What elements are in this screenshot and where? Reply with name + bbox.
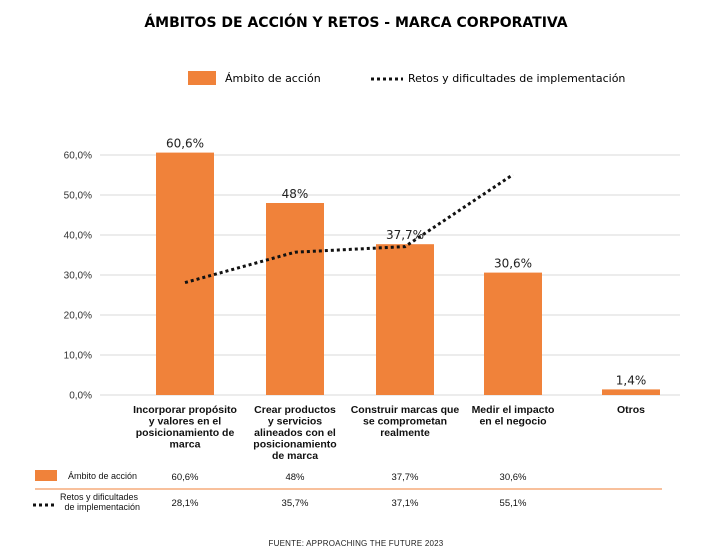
category-label-line: en el negocio xyxy=(479,416,546,428)
data-labels: 60,6% 48% 37,7% 30,6% 1,4% xyxy=(166,137,646,388)
table-cell-bar-value: 48% xyxy=(285,472,305,483)
y-axis-ticks: 0,0% 10,0% 20,0% 30,0% 40,0% 50,0% 60,0% xyxy=(64,151,92,402)
bar xyxy=(376,244,434,395)
category-label-line: de marca xyxy=(272,450,318,462)
category-label-line: posicionamiento de xyxy=(136,427,235,439)
bar xyxy=(266,203,324,395)
bar xyxy=(484,272,542,395)
table-cell-line-value: 28,1% xyxy=(172,498,199,509)
table-cell-bar-value: 30,6% xyxy=(500,472,527,483)
source-note: FUENTE: APPROACHING THE FUTURE 2023 xyxy=(269,539,444,548)
category-label-line: Incorporar propósito xyxy=(133,404,237,416)
category-label-line: marca xyxy=(170,439,201,451)
category-label-line: alineados con el xyxy=(254,427,336,439)
legend-bar-label: Ámbito de acción xyxy=(225,72,321,85)
y-tick-label: 10,0% xyxy=(64,351,92,362)
table-row-label-line-part2: de implementación xyxy=(64,502,140,512)
y-tick-label: 30,0% xyxy=(64,271,92,282)
table-row-label-bars: Ámbito de acción xyxy=(68,471,137,481)
legend-bar-swatch xyxy=(188,71,216,85)
line-series xyxy=(184,173,514,285)
line-series-path xyxy=(184,173,514,285)
category-label-line: Crear productos xyxy=(254,404,336,416)
table-row-label-line: Retos y dificultades xyxy=(60,492,139,502)
bar xyxy=(602,389,660,395)
category-label-line: Construir marcas que xyxy=(351,404,460,416)
category-labels: Incorporar propósito y valores en el posic… xyxy=(133,404,645,462)
category-label: Crear productos y servicios alineados con … xyxy=(253,404,336,462)
category-label-line: posicionamiento xyxy=(253,439,336,451)
chart-title: ÁMBITOS DE ACCIÓN Y RETOS - MARCA CORPOR… xyxy=(144,13,567,31)
table-cell-line-value: 55,1% xyxy=(500,498,527,509)
category-label-line: y valores en el xyxy=(149,416,221,428)
category-label: Medir el impacto en el negocio xyxy=(472,404,555,428)
table-cell-bar-value: 37,7% xyxy=(392,472,419,483)
category-label-line: Medir el impacto xyxy=(472,404,555,416)
table-row-label-line-2: de implementación xyxy=(64,502,140,512)
bar-data-label: 30,6% xyxy=(494,257,532,271)
category-label: Otros xyxy=(617,404,645,416)
bars xyxy=(156,152,660,395)
table-cell-bar-value: 60,6% xyxy=(172,472,199,483)
table-row-label-line-part1: Retos y dificultades xyxy=(60,492,139,502)
category-label-line: se comprometan xyxy=(363,416,447,428)
category-label-line: realmente xyxy=(380,427,430,439)
table-cell-line-value: 35,7% xyxy=(282,498,309,509)
bar-data-label: 37,7% xyxy=(386,228,424,242)
bar-data-label: 60,6% xyxy=(166,137,204,151)
bar-data-label: 48% xyxy=(282,187,309,201)
y-tick-label: 40,0% xyxy=(64,231,92,242)
y-tick-label: 60,0% xyxy=(64,151,92,162)
y-tick-label: 20,0% xyxy=(64,311,92,322)
y-tick-label: 50,0% xyxy=(64,191,92,202)
y-tick-label: 0,0% xyxy=(69,391,92,402)
bar-data-label: 1,4% xyxy=(616,373,647,387)
legend-line-label: Retos y dificultades de implementación xyxy=(408,72,625,85)
bar xyxy=(156,152,214,395)
category-label: Construir marcas que se comprometan realme… xyxy=(351,404,460,439)
category-label-line: Otros xyxy=(617,404,645,416)
category-label-line: y servicios xyxy=(268,416,322,428)
table-bar-swatch xyxy=(35,470,57,481)
category-label: Incorporar propósito y valores en el posic… xyxy=(133,404,237,451)
data-table-values: 60,6% 48% 37,7% 30,6% 28,1% 35,7% 37,1% 55,1% xyxy=(172,472,527,509)
table-cell-line-value: 37,1% xyxy=(392,498,419,509)
